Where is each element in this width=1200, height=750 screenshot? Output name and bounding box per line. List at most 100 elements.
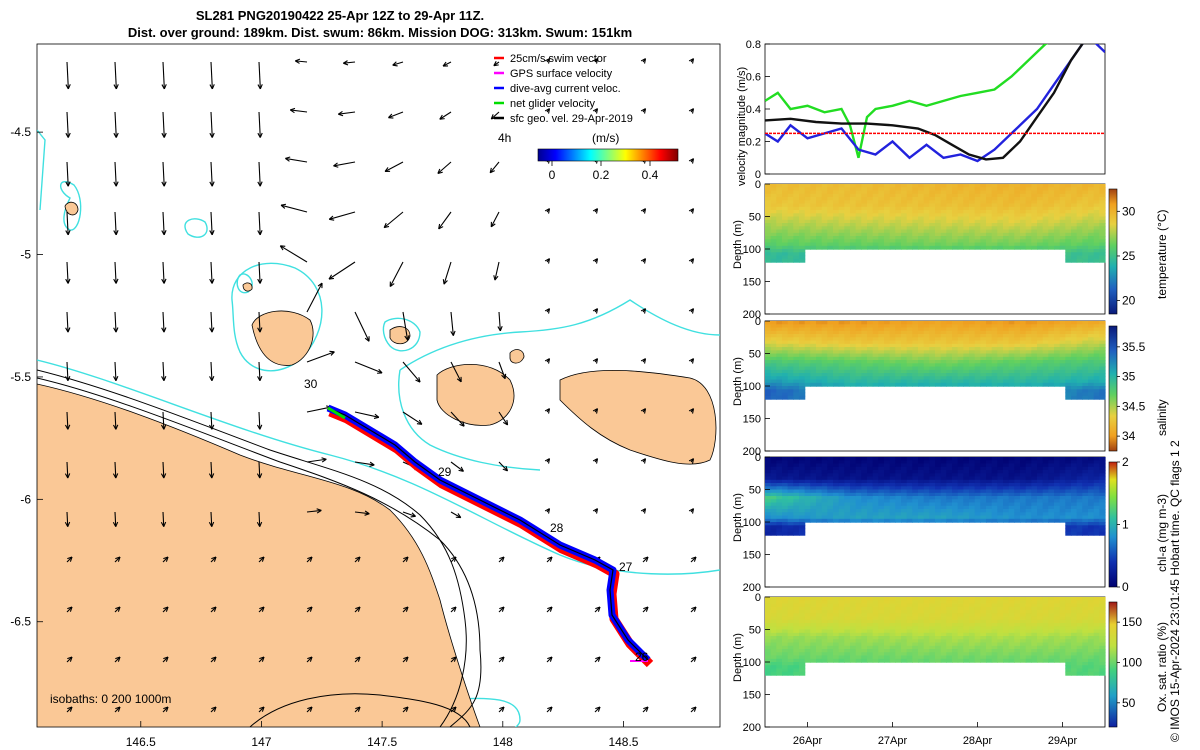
section-cell (952, 340, 959, 345)
current-arrow-head (160, 521, 167, 527)
section-cell (878, 629, 885, 634)
section-cell (969, 376, 976, 381)
section-cell (918, 239, 925, 244)
section-cell (765, 486, 772, 491)
section-cell (997, 476, 1004, 481)
section-cell (855, 457, 862, 461)
section-cell (969, 369, 976, 374)
section-cell (940, 229, 947, 234)
section-cell (1059, 321, 1066, 325)
section-cell (935, 632, 942, 637)
section-cell (974, 334, 981, 338)
section-cell (1054, 382, 1061, 387)
section-cell (957, 382, 964, 387)
section-cell (810, 229, 817, 234)
section-cell (1008, 473, 1015, 478)
section-cell (810, 649, 817, 653)
section-cell (1093, 193, 1100, 198)
section-cell (1042, 369, 1049, 374)
section-cell (1093, 203, 1100, 208)
section-cell (1003, 366, 1010, 371)
section-cell (1025, 512, 1032, 517)
section-cell (770, 245, 777, 250)
section-cell (923, 515, 930, 520)
section-cell (799, 525, 806, 530)
section-cell (884, 639, 891, 644)
section-cell (1014, 379, 1021, 384)
section-cell (923, 610, 930, 614)
section-cell (833, 242, 840, 247)
section-cell (952, 200, 959, 205)
section-cell (895, 330, 902, 335)
section-cell (1054, 242, 1061, 247)
section-cell (1042, 479, 1049, 484)
section-cell (1071, 496, 1078, 500)
section-cell (963, 245, 970, 250)
section-cell (787, 255, 794, 260)
section-cell (1003, 193, 1010, 198)
section-cell (838, 512, 845, 517)
section-cell (844, 369, 851, 374)
section-cell (1014, 499, 1021, 504)
section-cell (804, 499, 811, 504)
section-cell (906, 223, 913, 227)
section-cell (906, 642, 913, 647)
section-cell (833, 655, 840, 660)
section-cell (787, 610, 794, 614)
section-cell (810, 658, 817, 663)
section-cell (878, 356, 885, 361)
section-cell (765, 483, 772, 487)
section-cell (1093, 324, 1100, 329)
section-cell (1025, 457, 1032, 461)
section-cell (821, 324, 828, 329)
current-arrow-head (691, 656, 697, 662)
section-cell (782, 528, 789, 533)
section-cell (952, 360, 959, 364)
section-cell (1042, 324, 1049, 329)
section-cell (940, 505, 947, 510)
section-cell (986, 226, 993, 231)
current-arrow (388, 111, 404, 119)
section-cell (1099, 363, 1106, 368)
section-cell (918, 200, 925, 205)
section-cell (974, 203, 981, 208)
section-cell (770, 321, 777, 325)
section-cell (1037, 479, 1044, 484)
section-cell (986, 382, 993, 387)
section-cell (1076, 486, 1083, 491)
section-cell (1003, 376, 1010, 381)
speed-colorbar (537, 148, 679, 162)
section-cell (940, 492, 947, 497)
section-cell (1059, 223, 1066, 227)
section-cell (1014, 476, 1021, 481)
section-cell (1059, 476, 1066, 481)
section-cell (782, 324, 789, 329)
section-cell (980, 457, 987, 461)
section-cell (895, 486, 902, 491)
speed-colorbar-ticks: 0 0.2 0.4 (549, 161, 659, 182)
section-cell (816, 226, 823, 231)
current-arrow-head (65, 181, 71, 187)
section-cell (867, 232, 874, 237)
section-cell (906, 363, 913, 368)
section-cell (770, 223, 777, 227)
section-cell (878, 190, 885, 195)
section-cell (923, 473, 930, 478)
section-cell (1014, 479, 1021, 484)
section-cell (855, 190, 862, 195)
section-cell (804, 466, 811, 471)
section-cell (799, 476, 806, 481)
section-cell (1065, 213, 1072, 218)
depth-tick-label: 200 (743, 582, 761, 594)
section-cell (901, 232, 908, 237)
section-cell (1076, 252, 1083, 257)
section-cell (878, 363, 885, 368)
current-arrow-head (442, 61, 449, 67)
section-cell (906, 639, 913, 644)
section-cell (1003, 470, 1010, 474)
section-cell (878, 197, 885, 201)
section-cell (816, 613, 823, 618)
section-cell (912, 210, 919, 214)
section-cell (838, 632, 845, 637)
section-cell (793, 382, 800, 387)
